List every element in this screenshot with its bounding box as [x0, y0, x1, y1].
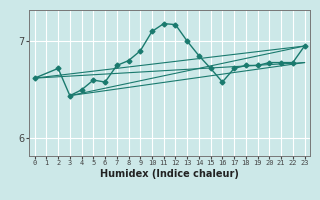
X-axis label: Humidex (Indice chaleur): Humidex (Indice chaleur) [100, 169, 239, 179]
